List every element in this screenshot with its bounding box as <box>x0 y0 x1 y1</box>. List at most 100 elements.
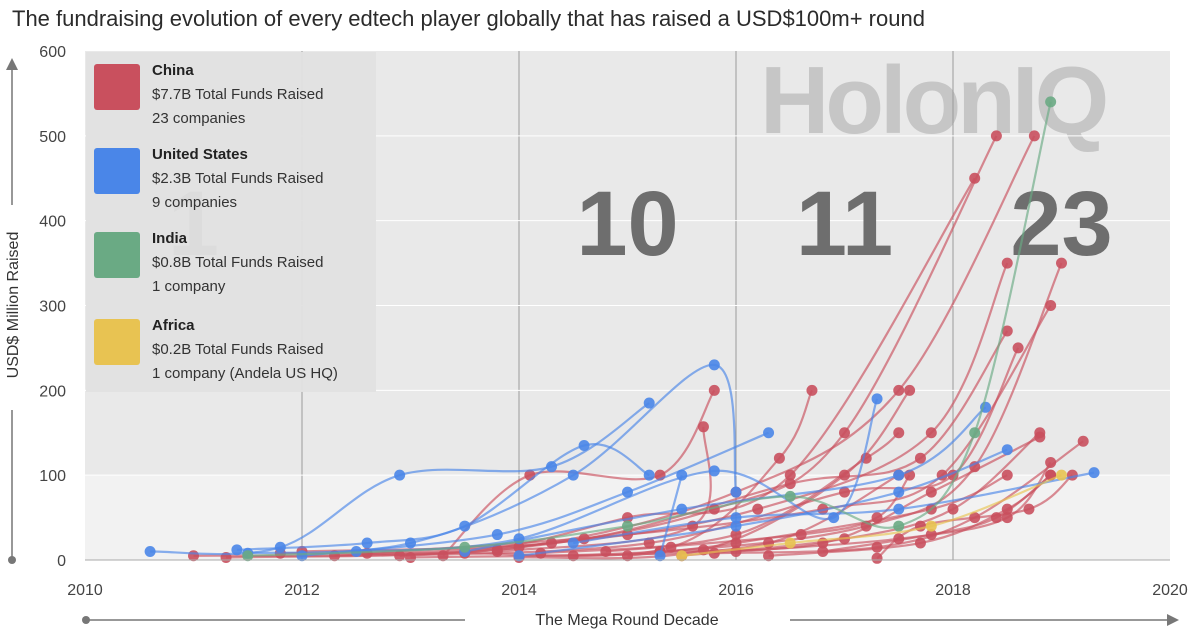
legend-detail: $2.3B Total Funds Raised <box>152 170 324 187</box>
china-point <box>1034 427 1046 439</box>
period-count-label: 10 <box>576 173 678 275</box>
china-point <box>914 537 926 549</box>
legend-detail: 9 companies <box>152 194 238 211</box>
united-states-point <box>643 397 655 409</box>
y-tick-label: 0 <box>57 553 66 570</box>
chart-title: The fundraising evolution of every edtec… <box>12 6 925 31</box>
united-states-point <box>893 469 905 481</box>
china-point <box>773 452 785 464</box>
united-states-point <box>231 544 243 556</box>
china-point <box>806 384 818 396</box>
china-point <box>708 384 720 396</box>
united-states-point <box>546 461 558 473</box>
united-states-point <box>1001 444 1013 456</box>
china-line <box>714 440 1084 555</box>
x-tick-label: 2016 <box>718 582 754 599</box>
united-states-point <box>1088 467 1100 479</box>
legend-series-name: United States <box>152 146 248 163</box>
china-point <box>925 529 937 541</box>
china-line <box>518 389 911 560</box>
china-point <box>1001 257 1013 269</box>
africa-point <box>1056 469 1067 481</box>
india-point <box>893 520 905 532</box>
x-tick-label: 2018 <box>935 582 971 599</box>
legend-swatch <box>94 148 140 194</box>
y-tick-label: 200 <box>39 383 66 400</box>
y-axis-arrowhead <box>6 58 18 70</box>
china-point <box>394 550 406 562</box>
africa-line <box>681 474 1062 557</box>
axes: 0 100 200 300 400 500 600 2010 2012 2014 2016 2018 2… <box>5 44 1188 629</box>
united-states-point <box>578 439 590 451</box>
united-states-point <box>513 550 525 562</box>
x-tick-label: 2014 <box>501 582 537 599</box>
china-point <box>893 427 905 439</box>
united-states-point <box>361 537 373 549</box>
united-states-point <box>643 469 655 481</box>
legend-swatch <box>94 232 140 278</box>
x-tick-label: 2020 <box>1152 582 1188 599</box>
x-tick-label: 2012 <box>284 582 320 599</box>
china-point <box>567 550 579 562</box>
china-point <box>491 546 503 558</box>
legend-detail: $7.7B Total Funds Raised <box>152 86 324 103</box>
china-point <box>730 537 742 549</box>
china-line <box>442 389 716 557</box>
india-point <box>459 541 471 553</box>
africa-point <box>784 537 796 549</box>
y-axis-label: USD$ Million Raised <box>5 232 22 379</box>
legend-series-name: Africa <box>152 317 195 334</box>
china-point <box>708 547 720 559</box>
china-point <box>871 552 883 564</box>
legend-detail: 1 company <box>152 278 226 295</box>
legend-detail: $0.2B Total Funds Raised <box>152 341 324 358</box>
y-tick-label: 500 <box>39 129 66 146</box>
china-point <box>1045 456 1057 468</box>
united-states-point <box>893 486 905 498</box>
united-states-point <box>491 529 503 541</box>
united-states-point <box>708 465 720 477</box>
legend-detail: 1 company (Andela US HQ) <box>152 365 338 382</box>
united-states-point <box>567 469 579 481</box>
united-states-point <box>763 427 775 439</box>
united-states-point <box>730 520 742 532</box>
china-point <box>1077 435 1089 447</box>
india-point <box>242 550 254 562</box>
united-states-point <box>828 512 840 524</box>
united-states-point <box>567 537 579 549</box>
china-point <box>600 546 612 558</box>
china-point <box>1001 325 1013 337</box>
x-tick-label: 2010 <box>67 582 103 599</box>
china-point <box>839 486 850 498</box>
china-point <box>784 469 796 481</box>
china-point <box>817 546 829 558</box>
china-point <box>990 130 1002 142</box>
united-states-point <box>676 503 688 515</box>
china-point <box>925 427 937 439</box>
china-point <box>947 503 959 515</box>
china-point <box>904 384 916 396</box>
united-states-point <box>730 486 742 498</box>
x-axis-arrow-start <box>82 616 90 624</box>
india-point <box>969 427 981 439</box>
china-point <box>1023 503 1035 515</box>
china-point <box>752 503 764 515</box>
china-point <box>730 529 742 541</box>
x-axis-arrowhead <box>1167 614 1179 626</box>
united-states-line <box>301 431 769 557</box>
x-axis-label: The Mega Round Decade <box>535 612 718 629</box>
china-point <box>763 550 775 562</box>
china-point <box>437 550 449 562</box>
china-point <box>839 427 850 439</box>
china-point <box>784 478 796 490</box>
united-states-point <box>730 512 742 524</box>
china-point <box>914 452 926 464</box>
china-point <box>925 486 937 498</box>
africa-point <box>676 550 688 562</box>
china-point <box>1001 469 1013 481</box>
china-point <box>405 551 416 563</box>
india-point <box>1045 96 1057 108</box>
legend-series-name: China <box>152 62 194 79</box>
united-states-point <box>893 503 905 515</box>
china-point <box>1028 130 1040 142</box>
